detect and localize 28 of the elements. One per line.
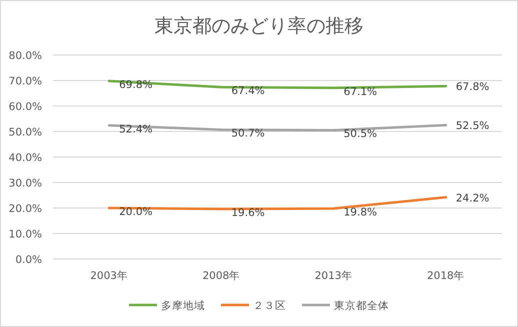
legend-label: 東京都全体 xyxy=(334,299,389,312)
y-tick-label: 50.0% xyxy=(8,126,42,138)
x-tick-label: 2008年 xyxy=(202,270,240,282)
y-tick-label: 40.0% xyxy=(8,152,42,164)
data-label: 20.0% xyxy=(119,206,153,218)
chart-title: 東京都のみどり率の推移 xyxy=(154,15,364,37)
y-tick-label: 20.0% xyxy=(8,203,42,215)
data-label: 19.8% xyxy=(344,206,378,219)
legend-label: 多摩地域 xyxy=(161,299,205,312)
x-tick-label: 2018年 xyxy=(427,270,465,282)
data-label: 52.4% xyxy=(119,123,153,136)
y-tick-label: 70.0% xyxy=(8,76,42,88)
x-tick-label: 2013年 xyxy=(314,270,352,282)
data-label: 24.2% xyxy=(456,192,490,204)
y-tick-label: 0.0% xyxy=(15,254,42,266)
y-tick-label: 30.0% xyxy=(8,178,42,190)
data-label: 50.5% xyxy=(344,128,378,140)
y-tick-label: 60.0% xyxy=(8,101,42,113)
data-label: 50.7% xyxy=(231,128,265,140)
legend-label: ２３区 xyxy=(253,300,286,312)
data-label: 19.6% xyxy=(231,207,265,220)
y-tick-label: 10.0% xyxy=(8,228,42,240)
data-label: 67.4% xyxy=(231,85,265,98)
data-label: 52.5% xyxy=(456,120,490,132)
data-label: 67.8% xyxy=(456,81,490,94)
data-label: 67.1% xyxy=(344,86,378,98)
y-tick-label: 80.0% xyxy=(8,50,42,62)
x-tick-label: 2003年 xyxy=(90,270,128,282)
